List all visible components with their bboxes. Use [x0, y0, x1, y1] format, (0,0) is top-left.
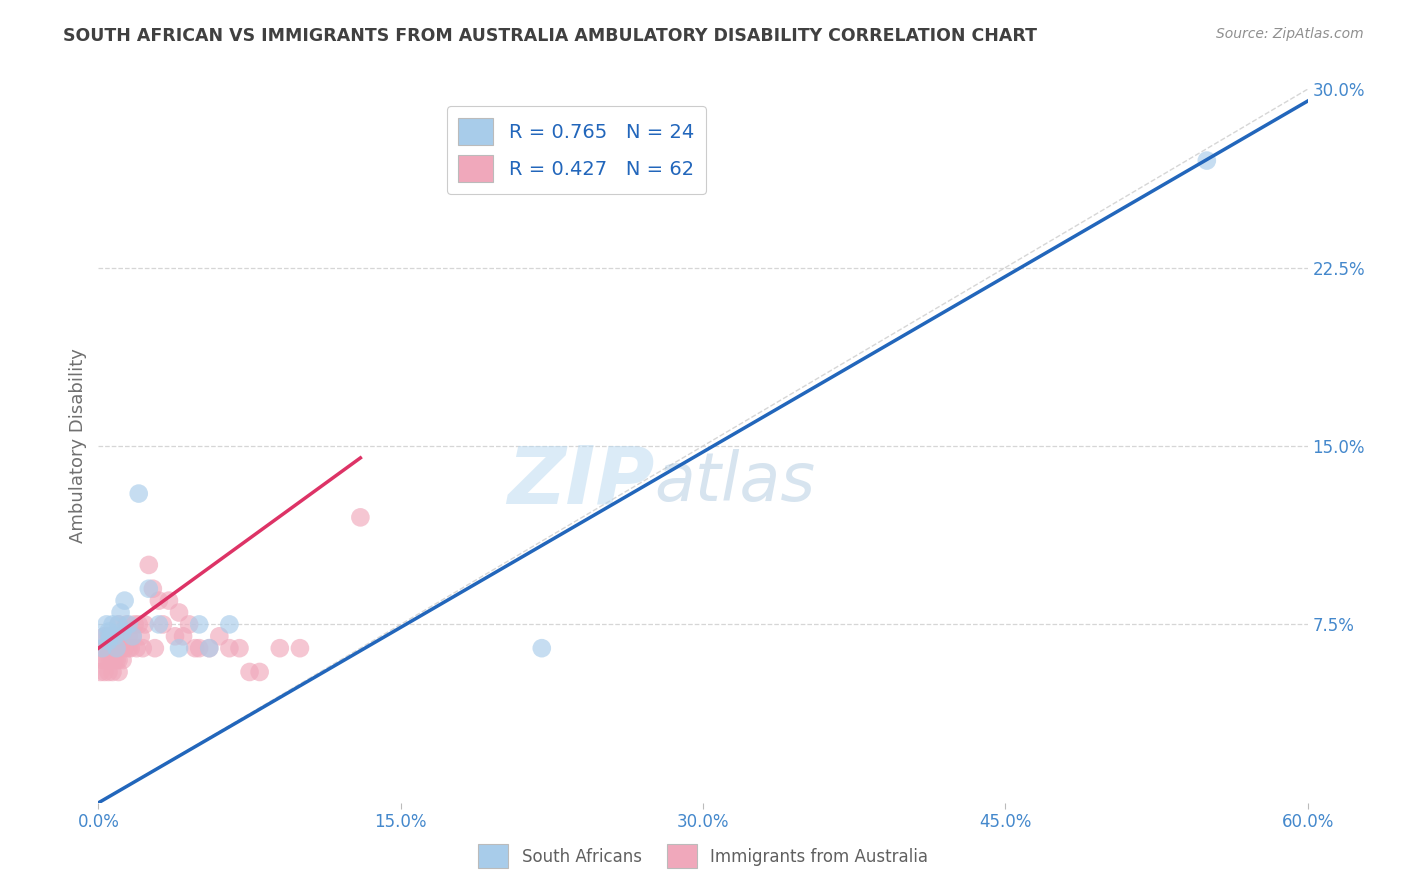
Point — [105, 641, 128, 656]
Point — [101, 653, 124, 667]
Point — [97, 624, 120, 639]
Point — [100, 653, 122, 667]
Point — [125, 641, 148, 656]
Point — [103, 641, 125, 656]
Text: SOUTH AFRICAN VS IMMIGRANTS FROM AUSTRALIA AMBULATORY DISABILITY CORRELATION CHA: SOUTH AFRICAN VS IMMIGRANTS FROM AUSTRAL… — [63, 27, 1038, 45]
Point — [107, 617, 129, 632]
Point — [105, 641, 128, 656]
Point — [530, 641, 553, 656]
Point — [184, 641, 207, 656]
Point — [157, 593, 180, 607]
Point — [103, 629, 125, 643]
Point — [97, 634, 120, 648]
Point — [121, 629, 143, 643]
Point — [148, 593, 170, 607]
Text: Source: ZipAtlas.com: Source: ZipAtlas.com — [1216, 27, 1364, 41]
Point — [91, 641, 114, 656]
Point — [110, 641, 132, 656]
Point — [114, 641, 136, 656]
Point — [218, 641, 240, 656]
Point — [132, 641, 155, 656]
Point — [218, 617, 240, 632]
Point — [101, 617, 124, 632]
Point — [349, 510, 371, 524]
Point — [143, 641, 166, 656]
Point — [228, 641, 250, 656]
Point — [105, 653, 128, 667]
Point — [96, 653, 118, 667]
Legend: South Africans, Immigrants from Australia: South Africans, Immigrants from Australi… — [471, 838, 935, 875]
Point — [89, 665, 111, 679]
Point — [114, 593, 136, 607]
Point — [107, 617, 129, 632]
Point — [96, 641, 118, 656]
Point — [142, 582, 165, 596]
Point — [208, 629, 231, 643]
Point — [167, 606, 190, 620]
Point — [93, 629, 115, 643]
Point — [107, 653, 129, 667]
Point — [118, 641, 141, 656]
Point — [111, 629, 134, 643]
Point — [152, 617, 174, 632]
Point — [249, 665, 271, 679]
Point — [288, 641, 311, 656]
Point — [121, 629, 143, 643]
Point — [107, 641, 129, 656]
Point — [101, 629, 124, 643]
Point — [97, 665, 120, 679]
Y-axis label: Ambulatory Disability: Ambulatory Disability — [69, 349, 87, 543]
Point — [91, 653, 114, 667]
Point — [111, 653, 134, 667]
Point — [111, 624, 134, 639]
Point — [188, 617, 211, 632]
Point — [134, 617, 156, 632]
Point — [103, 629, 125, 643]
Point — [118, 617, 141, 632]
Point — [128, 617, 150, 632]
Legend: R = 0.765   N = 24, R = 0.427   N = 62: R = 0.765 N = 24, R = 0.427 N = 62 — [447, 106, 706, 194]
Point — [138, 558, 160, 572]
Point — [148, 617, 170, 632]
Point — [101, 665, 124, 679]
Text: ZIP: ZIP — [508, 442, 655, 521]
Point — [100, 641, 122, 656]
Point — [239, 665, 262, 679]
Point — [138, 582, 160, 596]
Point — [1195, 153, 1218, 168]
Point — [100, 629, 122, 643]
Point — [96, 617, 118, 632]
Point — [163, 629, 186, 643]
Text: atlas: atlas — [655, 449, 815, 515]
Point — [120, 641, 142, 656]
Point — [91, 641, 114, 656]
Point — [167, 641, 190, 656]
Point — [97, 641, 120, 656]
Point — [179, 617, 201, 632]
Point — [198, 641, 221, 656]
Point — [128, 486, 150, 500]
Point — [198, 641, 221, 656]
Point — [129, 629, 152, 643]
Point — [269, 641, 291, 656]
Point — [107, 629, 129, 643]
Point — [103, 653, 125, 667]
Point — [188, 641, 211, 656]
Point — [115, 617, 138, 632]
Point — [93, 665, 115, 679]
Point — [110, 606, 132, 620]
Point — [172, 629, 194, 643]
Point — [107, 665, 129, 679]
Point — [93, 629, 115, 643]
Point — [97, 653, 120, 667]
Point — [118, 629, 141, 643]
Point — [124, 617, 146, 632]
Point — [97, 629, 120, 643]
